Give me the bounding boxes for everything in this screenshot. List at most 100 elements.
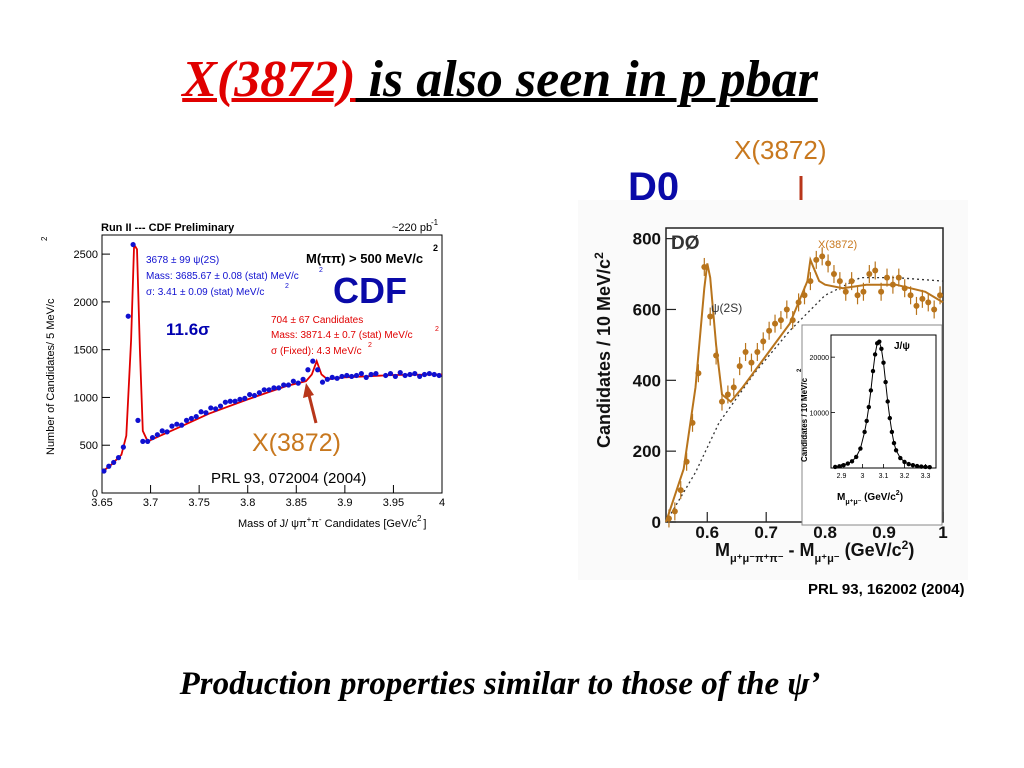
d0-data-point	[665, 515, 672, 522]
cdf-data-point	[363, 374, 369, 380]
slide-footer: Production properties similar to those o…	[179, 666, 821, 702]
d0-xtick-label: 0.9	[872, 523, 896, 542]
d0-inset-xtick-label: 3	[861, 473, 865, 480]
cdf-plot-frame	[101, 234, 443, 494]
cdf-psi-line-3-sup: 2	[285, 283, 289, 290]
d0-inset-point	[877, 339, 882, 344]
d0-inset-point	[854, 454, 859, 460]
cdf-chart: 3.65 3.7 3.75 3.8 3.85 3.9 3.95 4 0 500 1000 1500 20…	[40, 218, 445, 530]
cdf-data-point	[247, 391, 253, 398]
cdf-data-point	[193, 413, 199, 420]
cdf-xtick-label: 3.75	[188, 497, 209, 509]
d0-inset-xlabel-close: )	[900, 492, 903, 503]
cdf-ytick-label: 1500	[74, 345, 98, 357]
d0-psi-label: ψ(2S)	[711, 301, 742, 315]
cdf-data-point	[276, 385, 282, 391]
d0-data-point	[801, 292, 808, 299]
cdf-data-point	[339, 373, 345, 380]
cdf-data-point	[315, 367, 321, 373]
cdf-cut: M(ππ) > 500 MeV/c	[306, 251, 423, 266]
cdf-data-point	[373, 370, 379, 377]
d0-x-label: X(3872)	[818, 239, 857, 251]
d0-data-point	[884, 274, 891, 281]
cdf-data-point	[397, 370, 403, 376]
d0-inset-xlabel-sup: 2	[896, 490, 900, 497]
d0-data-point	[683, 458, 690, 465]
d0-data-point	[724, 391, 731, 398]
d0-ylabel-sup: 2	[592, 252, 606, 259]
d0-data-point	[730, 384, 737, 391]
d0-data-point	[713, 352, 720, 359]
cdf-ylabel: Number of Candidates/ 5 MeV/c	[45, 298, 57, 455]
cdf-data-point	[179, 422, 185, 428]
d0-ylabel: Candidates / 10 MeV/c2	[592, 252, 614, 448]
d0-inset-point	[868, 388, 874, 393]
cdf-xlabel: Mass of J/ ψπ+π- Candidates [GeV/c2]	[238, 514, 426, 530]
d0-data-point	[795, 299, 802, 306]
d0-inset-xlabel-m: M	[837, 492, 845, 503]
d0-inset-xtick-label: 2.9	[837, 473, 847, 480]
d0-ytick-label: 400	[633, 371, 661, 390]
cdf-xlabel-unit-sup: 2	[417, 514, 422, 523]
d0-inset-point	[887, 415, 892, 421]
cdf-fit-line	[101, 241, 443, 473]
cdf-xtick-label: 3.85	[286, 497, 307, 509]
d0-data-point	[919, 295, 926, 302]
d0-data-point	[742, 348, 749, 355]
d0-xtick-label: 0.7	[754, 523, 778, 542]
d0-inset-point	[885, 399, 890, 404]
cdf-data-point	[188, 415, 194, 422]
d0-data-point	[772, 320, 779, 327]
d0-xlabel-sub1: μ⁺μ⁻π⁺π⁻	[730, 553, 784, 565]
d0-xlabel-m1: M	[715, 540, 730, 560]
cdf-data-point	[392, 373, 398, 380]
cdf-data-point	[349, 373, 355, 380]
cdf-data-point	[417, 373, 423, 380]
d0-data-point	[931, 306, 938, 313]
cdf-psi-line-2: Mass: 3685.67 ± 0.08 (stat) MeV/c	[146, 271, 299, 282]
cdf-xtick-label: 3.8	[240, 497, 255, 509]
d0-inset-point	[927, 464, 932, 470]
cdf-xlabel-sup2: -	[319, 515, 322, 524]
d0-data-point	[830, 271, 837, 278]
d0-data-point	[777, 317, 784, 324]
cdf-data-point	[251, 392, 258, 399]
d0-inset-point	[845, 461, 850, 466]
cdf-xlabel-sup1: +	[307, 515, 312, 524]
d0-inset-xlabel-unit: (GeV/c	[861, 492, 896, 503]
cdf-data-point	[174, 421, 180, 427]
cdf-xtick-label: 3.95	[383, 497, 404, 509]
d0-inset-ylabel: Candidates / 10 MeV/c	[800, 377, 809, 462]
d0-inset-point	[902, 459, 907, 465]
cdf-header-right-sup: -1	[431, 218, 439, 227]
cdf-data-point	[208, 405, 214, 411]
d0-xtick-label: 1	[938, 523, 947, 542]
cdf-data-point	[358, 370, 364, 377]
cdf-data-point	[290, 378, 296, 384]
cdf-data-point	[232, 398, 238, 404]
d0-inset-point	[923, 464, 928, 470]
d0-ytick-label: 800	[633, 230, 661, 249]
cdf-data-point	[334, 375, 340, 381]
d0-inset-point	[914, 463, 920, 469]
d0-data-point	[937, 292, 944, 299]
cdf-reference: PRL 93, 072004 (2004)	[211, 470, 366, 487]
d0-inset-point	[837, 464, 842, 469]
cdf-data-point	[266, 387, 272, 393]
cdf-data-point	[213, 406, 219, 412]
d0-inset-xtick-label: 3.1	[879, 473, 889, 480]
cdf-data-point	[242, 395, 248, 401]
cdf-data-point	[154, 432, 160, 438]
slide-title: X(3872) is also seen in p pbar	[0, 50, 1000, 110]
cdf-data-point	[135, 417, 141, 423]
d0-inset-xlabel: Mμ⁺μ⁻ (GeV/c2)	[837, 490, 903, 506]
cdf-data-point	[436, 372, 442, 379]
d0-inset-point	[910, 463, 916, 468]
cdf-data-point	[431, 371, 437, 378]
d0-data-point	[701, 263, 708, 270]
cdf-x-line-3: σ (Fixed): 4.3 MeV/c	[271, 346, 362, 357]
d0-inset-point	[906, 461, 911, 467]
d0-inset-ylabel-sup: 2	[797, 368, 803, 372]
cdf-data-point	[402, 372, 408, 379]
d0-inset-xtick-label: 3.2	[900, 473, 910, 480]
